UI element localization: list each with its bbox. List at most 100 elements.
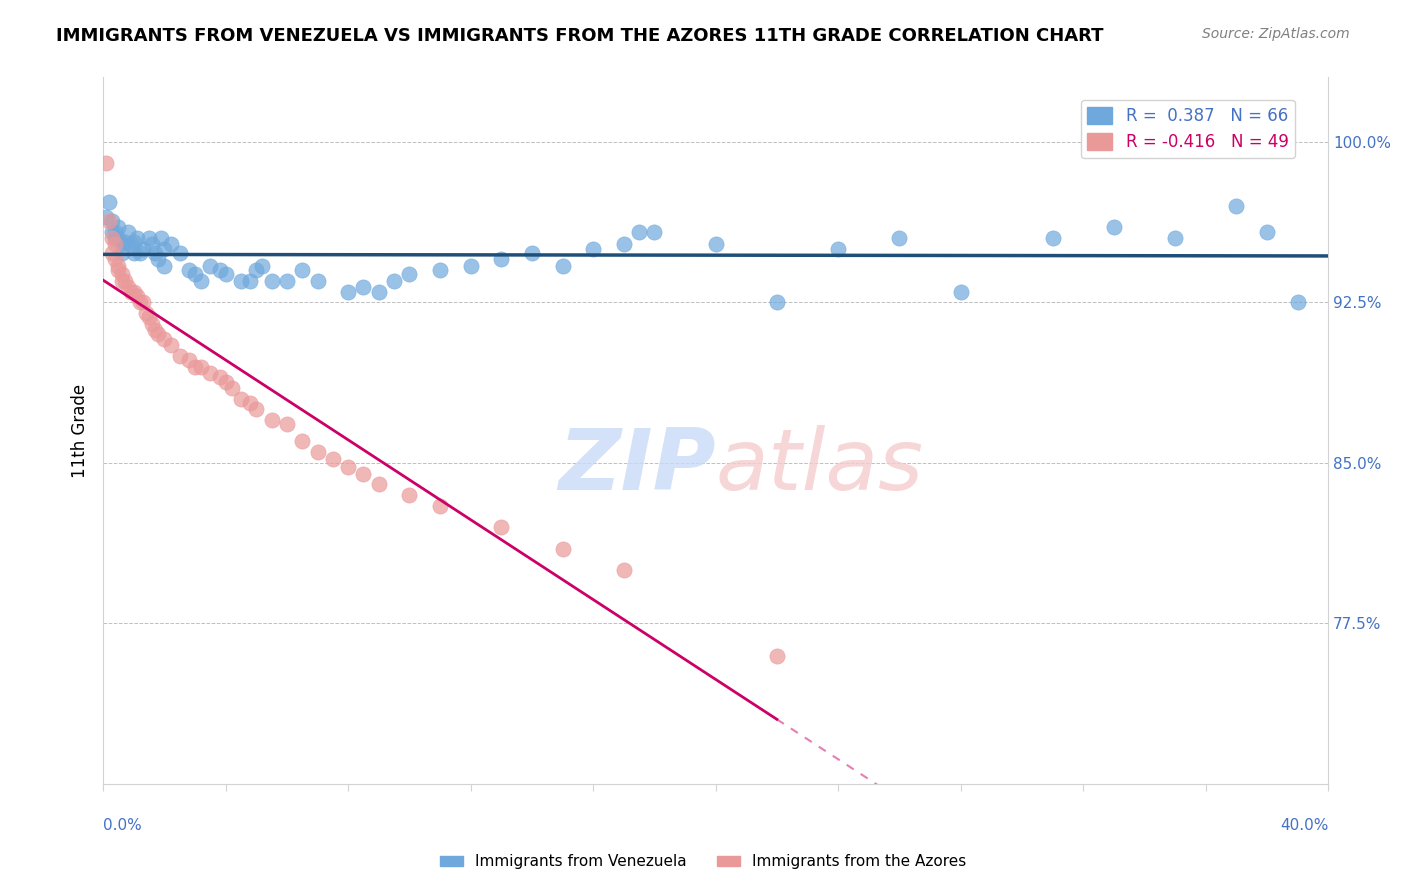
Point [245,263,267,277]
Point [613,563,636,577]
Point [104,231,127,245]
Point [1286,295,1309,310]
Text: 40.0%: 40.0% [1279,818,1329,833]
Point [114,235,136,250]
Text: 0.0%: 0.0% [103,818,142,833]
Point [367,285,389,299]
Point [208,263,231,277]
Point [159,237,181,252]
Point [1042,231,1064,245]
Point [491,520,513,534]
Point [520,246,543,260]
Point [98,194,121,209]
Point [276,274,298,288]
Point [260,274,283,288]
Point [98,214,121,228]
Point [252,259,274,273]
Point [122,285,145,299]
Point [582,242,605,256]
Point [96,210,118,224]
Point [613,237,636,252]
Point [150,231,173,245]
Point [135,306,157,320]
Point [398,488,420,502]
Text: IMMIGRANTS FROM VENEZUELA VS IMMIGRANTS FROM THE AZORES 11TH GRADE CORRELATION C: IMMIGRANTS FROM VENEZUELA VS IMMIGRANTS … [56,27,1104,45]
Point [141,317,163,331]
Point [125,231,148,245]
Legend: Immigrants from Venezuela, Immigrants from the Azores: Immigrants from Venezuela, Immigrants fr… [433,848,973,875]
Point [120,285,142,299]
Point [114,274,136,288]
Point [104,252,127,267]
Point [276,417,298,432]
Point [169,349,191,363]
Point [132,295,155,310]
Text: Source: ZipAtlas.com: Source: ZipAtlas.com [1202,27,1350,41]
Point [307,445,329,459]
Point [766,648,789,663]
Point [352,280,374,294]
Point [110,246,132,260]
Point [190,359,212,374]
Point [159,338,181,352]
Legend: R =  0.387   N = 66, R = -0.416   N = 49: R = 0.387 N = 66, R = -0.416 N = 49 [1081,100,1295,158]
Point [291,263,314,277]
Point [169,246,191,260]
Point [184,359,207,374]
Point [110,237,132,252]
Point [239,274,262,288]
Point [120,237,142,252]
Point [382,274,405,288]
Point [643,225,665,239]
Point [117,225,139,239]
Point [143,323,166,337]
Point [96,156,118,170]
Point [322,451,344,466]
Point [117,280,139,294]
Point [429,263,451,277]
Point [889,231,911,245]
Point [190,274,212,288]
Point [104,237,127,252]
Point [138,231,160,245]
Point [429,499,451,513]
Y-axis label: 11th Grade: 11th Grade [72,384,89,478]
Point [221,381,243,395]
Point [107,263,129,277]
Point [110,274,132,288]
Point [125,289,148,303]
Point [101,214,124,228]
Point [177,263,200,277]
Point [101,225,124,239]
Point [949,285,972,299]
Point [107,220,129,235]
Point [104,225,127,239]
Point [122,246,145,260]
Text: ZIP: ZIP [558,425,716,508]
Point [107,259,129,273]
Point [398,268,420,282]
Point [704,237,727,252]
Point [200,366,222,380]
Point [491,252,513,267]
Point [229,274,252,288]
Point [177,353,200,368]
Point [107,231,129,245]
Point [291,434,314,449]
Point [153,332,176,346]
Point [208,370,231,384]
Point [367,477,389,491]
Point [460,259,482,273]
Point [148,252,170,267]
Point [143,246,166,260]
Point [352,467,374,481]
Point [337,285,360,299]
Point [101,231,124,245]
Point [214,268,236,282]
Point [260,413,283,427]
Point [141,237,163,252]
Point [1102,220,1125,235]
Point [214,375,236,389]
Point [132,242,155,256]
Point [110,268,132,282]
